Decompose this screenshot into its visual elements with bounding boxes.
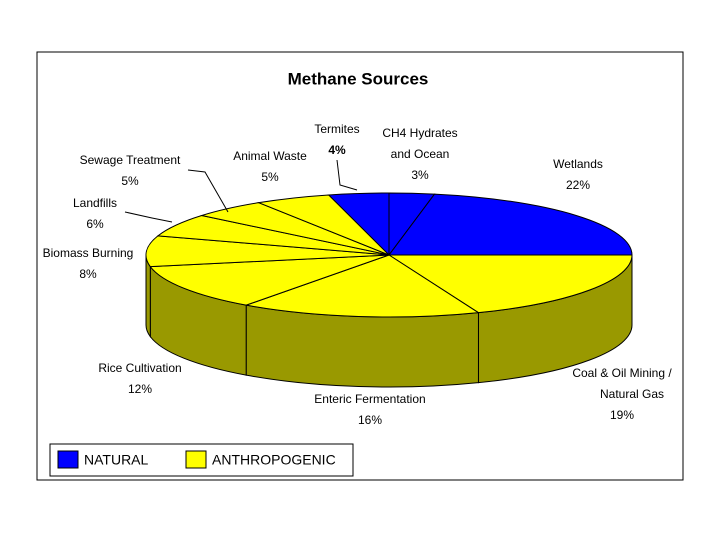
slice-name: and Ocean xyxy=(391,147,450,161)
slice xyxy=(145,235,390,268)
legend-label: ANTHROPOGENIC xyxy=(212,452,336,468)
slice-value-label: 22% xyxy=(566,178,590,192)
slice-value-label: 5% xyxy=(121,174,139,188)
slice-value-label: 5% xyxy=(261,170,279,184)
pie-tops xyxy=(145,192,633,318)
leader-line xyxy=(187,169,229,213)
slice xyxy=(149,254,390,306)
slice-name: Enteric Fermentation xyxy=(314,392,425,406)
legend-swatch xyxy=(57,450,79,469)
slice-name: Rice Cultivation xyxy=(98,361,181,375)
slice-value-label: 19% xyxy=(610,408,634,422)
leader-lines xyxy=(124,159,358,223)
slice-name: Termites xyxy=(314,122,359,136)
slice-name: Landfills xyxy=(73,196,117,210)
slice-name: Sewage Treatment xyxy=(80,153,181,167)
slice-name: Wetlands xyxy=(553,157,603,171)
slice-name: CH4 Hydrates xyxy=(382,126,457,140)
chart-title: Methane Sources xyxy=(288,69,429,88)
slice xyxy=(256,194,390,256)
slice-value-label: 12% xyxy=(128,382,152,396)
slice-value-label: 8% xyxy=(79,267,97,281)
pie-sides xyxy=(145,254,633,388)
slice-value-label: 4% xyxy=(328,143,346,157)
slice-side xyxy=(145,254,151,339)
legend-swatch xyxy=(185,450,207,469)
slice-side xyxy=(245,304,479,388)
slice-name: Biomass Burning xyxy=(43,246,134,260)
slice-name: Coal & Oil Mining / xyxy=(572,366,672,380)
slice-value-label: 16% xyxy=(358,413,382,427)
legend: NATURAL ANTHROPOGENIC xyxy=(57,450,336,469)
slice xyxy=(388,193,633,256)
leader-line xyxy=(336,159,358,191)
slice-value-label: 6% xyxy=(86,217,104,231)
slice-labels: Termites 4% CH4 Hydrates and Ocean 3% Wetland… xyxy=(43,122,673,427)
leader-line xyxy=(124,211,173,223)
legend-label: NATURAL xyxy=(84,452,149,468)
slice-name: Animal Waste xyxy=(233,149,307,163)
slice-name: Natural Gas xyxy=(600,387,664,401)
slice xyxy=(244,254,480,318)
slice-value-label: 3% xyxy=(411,168,429,182)
slice xyxy=(387,254,633,314)
